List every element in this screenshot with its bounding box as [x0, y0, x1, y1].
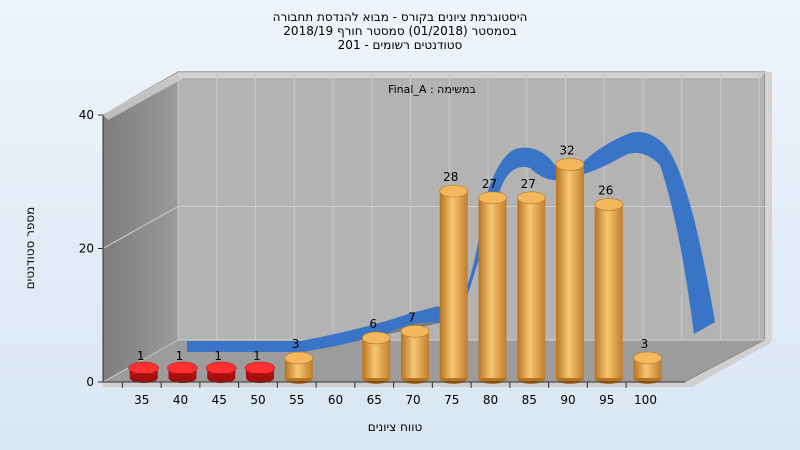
- grid-line-side: [102, 72, 179, 116]
- bar-cap: [400, 324, 430, 338]
- data-label: 6: [369, 317, 377, 331]
- y-axis-label: מספר סטודנטים: [23, 206, 37, 290]
- bar: 1: [128, 349, 159, 383]
- title-line-2: בסמסטר (01/2018) סמסטר חורף 2018/19: [283, 24, 517, 38]
- bar: 27: [478, 177, 507, 384]
- bar-base: [129, 373, 158, 383]
- bar-cap: [439, 184, 469, 198]
- right-rim: [765, 72, 772, 342]
- x-tick-label: 65: [367, 393, 382, 407]
- x-tick-label: 75: [444, 393, 459, 407]
- x-tick-label: 95: [599, 393, 614, 407]
- bar: 6: [361, 317, 391, 384]
- bar-cap: [516, 191, 546, 205]
- data-label: 1: [253, 349, 261, 363]
- data-label: 7: [408, 310, 416, 324]
- data-label: 3: [641, 337, 649, 351]
- bar-cap: [206, 361, 237, 375]
- bar: 3: [633, 337, 662, 384]
- x-tick-label: 70: [405, 393, 420, 407]
- bar: 26: [594, 183, 624, 384]
- bar-base: [246, 373, 274, 383]
- chart-title: היסטוגרמת ציונים בקורס - מבוא להנדסת תחב…: [0, 10, 800, 52]
- data-label: 26: [598, 183, 613, 197]
- bar-cap: [128, 361, 159, 375]
- y-tick-label: 0: [86, 375, 94, 389]
- bar: 1: [206, 349, 237, 383]
- x-tick-label: 45: [212, 393, 227, 407]
- top-rim: [103, 72, 765, 120]
- bar: 1: [244, 349, 276, 383]
- x-tick-label: 85: [522, 393, 537, 407]
- bar: 1: [167, 349, 198, 383]
- x-axis-label: טווח ציונים: [367, 420, 423, 434]
- bar-cap: [478, 191, 507, 205]
- bar-body: [594, 204, 623, 378]
- bars-layer: 1 1 1 1 3 6 7 28 27 27 32 26 3: [128, 143, 662, 384]
- bar-body: [517, 197, 546, 378]
- bar: 3: [284, 337, 314, 384]
- bar-body: [401, 331, 429, 378]
- bar-cap: [167, 361, 198, 375]
- bar-body: [478, 197, 507, 378]
- data-label: 32: [559, 143, 574, 157]
- bar-body: [362, 337, 391, 378]
- title-line-1: היסטוגרמת ציונים בקורס - מבוא להנדסת תחב…: [272, 10, 528, 24]
- bar-cap: [555, 158, 585, 171]
- x-tick-label: 100: [634, 393, 657, 407]
- bar: 28: [439, 170, 469, 384]
- bar-cap: [361, 331, 391, 345]
- x-tick-label: 90: [560, 393, 575, 407]
- bar-body: [556, 164, 584, 378]
- bar-body: [439, 191, 468, 378]
- y-tick-label: 20: [79, 242, 94, 256]
- series-label: Final_A : במשימה: [388, 83, 476, 96]
- y-tick-label: 40: [79, 108, 94, 122]
- data-label: 3: [292, 337, 300, 351]
- x-tick-label: 35: [134, 393, 149, 407]
- bar: 27: [516, 177, 546, 384]
- x-tick-label: 40: [173, 393, 188, 407]
- x-tick-label: 80: [483, 393, 498, 407]
- data-label: 1: [176, 349, 184, 363]
- x-tick-label: 50: [250, 393, 265, 407]
- data-label: 27: [482, 177, 497, 191]
- data-label: 1: [137, 349, 145, 363]
- grid-line-side: [102, 206, 179, 249]
- bar: 7: [400, 310, 430, 384]
- bar-base: [168, 373, 197, 383]
- title-line-3: סטודנטים רשומים - 201: [337, 38, 463, 52]
- bar-base: [207, 373, 236, 383]
- axes: 0 20 40 35 40 45 50 55 60 65 70 75 80 85 90 95 100: [79, 108, 685, 407]
- bar: 32: [555, 143, 585, 384]
- data-label: 27: [521, 177, 536, 191]
- bar-cap: [244, 361, 276, 375]
- data-label: 28: [443, 170, 458, 184]
- bar-cap: [284, 351, 314, 365]
- bar-cap: [594, 198, 624, 211]
- x-tick-label: 55: [289, 393, 304, 407]
- x-tick-label: 60: [328, 393, 343, 407]
- grid-line-side: [102, 339, 179, 383]
- data-label: 1: [214, 349, 222, 363]
- bar-cap: [633, 351, 662, 365]
